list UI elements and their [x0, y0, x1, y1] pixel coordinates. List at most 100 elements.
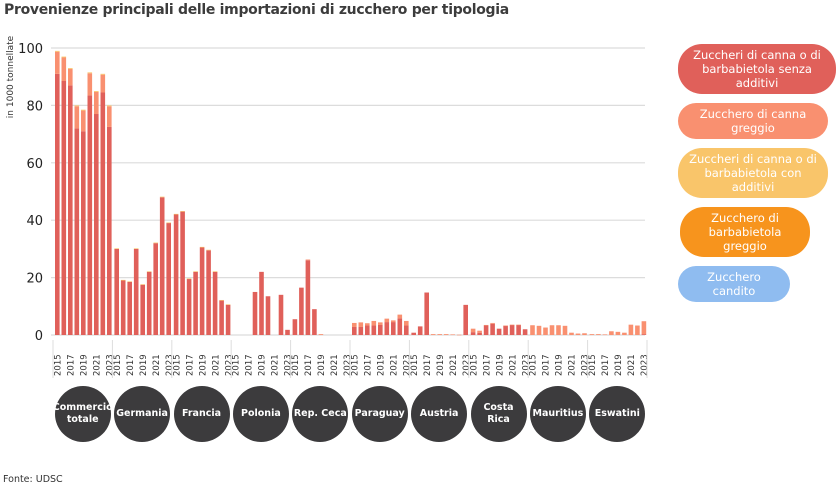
bar-segment [622, 332, 627, 335]
bar-segment [74, 105, 80, 107]
bar-segment [509, 324, 515, 326]
bar-segment [411, 332, 416, 335]
year-label: 2019 [555, 354, 565, 376]
bar-segment [549, 325, 555, 335]
bar-segment [225, 304, 231, 305]
bar-segment [641, 321, 647, 335]
year-label: 2019 [317, 354, 327, 376]
bar-segment [628, 324, 634, 335]
bar-segment [358, 326, 364, 335]
bar-segment [391, 322, 396, 335]
bar-segment [450, 334, 455, 336]
bar-segment [159, 197, 165, 335]
year-label: 2017 [482, 354, 492, 376]
bar-segment [81, 131, 86, 335]
group-label-polonia: Polonia [232, 386, 289, 442]
bar-segment [490, 322, 495, 324]
year-label: 2023 [284, 354, 294, 376]
bar-segment [120, 280, 126, 335]
bar-segment [503, 325, 508, 335]
bar-segment [365, 323, 370, 326]
bar-segment [278, 294, 284, 335]
bar-segment [509, 324, 515, 335]
bar-segment [87, 72, 93, 74]
year-label: 2023 [224, 354, 234, 376]
year-label: 2023 [165, 354, 175, 376]
bar-segment [81, 110, 86, 132]
bar-segment [68, 68, 73, 69]
bar-segment [133, 248, 139, 249]
year-label: 2017 [185, 354, 195, 376]
bar-segment [522, 329, 528, 335]
year-label: 2017 [245, 354, 255, 376]
bar-segment [371, 320, 377, 326]
bar-segment [490, 323, 495, 335]
bar-segment [173, 214, 179, 335]
bar-segment [74, 106, 80, 129]
bar-segment [417, 326, 423, 335]
y-tick-label: 100 [18, 42, 43, 57]
year-label: 2017 [304, 354, 314, 376]
year-label: 2021 [93, 354, 103, 376]
bar-segment [384, 322, 390, 335]
bar-segment [186, 279, 192, 335]
y-tick-label: 60 [26, 157, 43, 172]
bar-segment [437, 334, 442, 335]
year-label: 2021 [271, 354, 281, 376]
year-label: 2015 [588, 354, 598, 376]
year-label: 2015 [410, 354, 420, 376]
year-label: 2023 [640, 354, 650, 376]
year-label: 2023 [462, 354, 472, 376]
bar-segment [424, 292, 429, 335]
bar-segment [516, 324, 521, 326]
bar-segment [516, 324, 521, 335]
bar-segment [180, 211, 185, 335]
legend-item[interactable]: Zucchero di barbabietola greggio [680, 207, 810, 257]
bar-segment [100, 73, 106, 75]
bar-segment [225, 304, 231, 335]
bar-segment [259, 271, 264, 335]
year-label: 2021 [390, 354, 400, 376]
year-label: 2017 [423, 354, 433, 376]
bar-segment [199, 246, 205, 248]
bar-segment [404, 320, 409, 326]
bar-segment [391, 320, 396, 323]
bar-segment [615, 331, 621, 335]
bar-segment [430, 334, 436, 335]
bar-segment [61, 57, 67, 82]
legend-item[interactable]: Zuccheri di canna o di barbabietola senz… [678, 44, 836, 94]
bar-segment [100, 74, 106, 93]
bar-segment [173, 213, 179, 215]
bar-segment [352, 326, 357, 335]
bar-segment [397, 318, 403, 335]
bar-segment [477, 330, 482, 333]
bar-segment [384, 318, 390, 323]
y-tick-label: 40 [26, 214, 43, 229]
group-label-francia: Francia [173, 386, 230, 442]
bar-segment [312, 309, 317, 335]
bar-segment [378, 322, 383, 325]
bar-segment [107, 106, 112, 127]
legend-item[interactable]: Zucchero candito [678, 266, 790, 302]
year-label: 2017 [126, 354, 136, 376]
bar-segment [212, 271, 218, 272]
bar-segment [94, 91, 99, 115]
group-label-mauritius: Mauritius [529, 386, 586, 442]
bar-segment [318, 334, 324, 335]
y-tick-label: 80 [26, 99, 43, 114]
bar-segment [120, 279, 126, 281]
bar-segment [206, 250, 211, 335]
bar-segment [61, 81, 67, 335]
bar-segment [166, 222, 171, 224]
bar-segment [206, 249, 211, 251]
legend-item[interactable]: Zucchero di canna greggio [678, 103, 828, 139]
group-label-costa-rica: Costa Rica [470, 386, 527, 442]
legend-item[interactable]: Zuccheri di canna o di barbabietola con … [678, 148, 828, 198]
year-label: 2023 [581, 354, 591, 376]
year-label: 2017 [601, 354, 611, 376]
bar-segment [397, 314, 403, 319]
bar-segment [107, 126, 112, 335]
year-label: 2015 [469, 354, 479, 376]
year-label: 2023 [403, 354, 413, 376]
year-label: 2019 [377, 354, 387, 376]
